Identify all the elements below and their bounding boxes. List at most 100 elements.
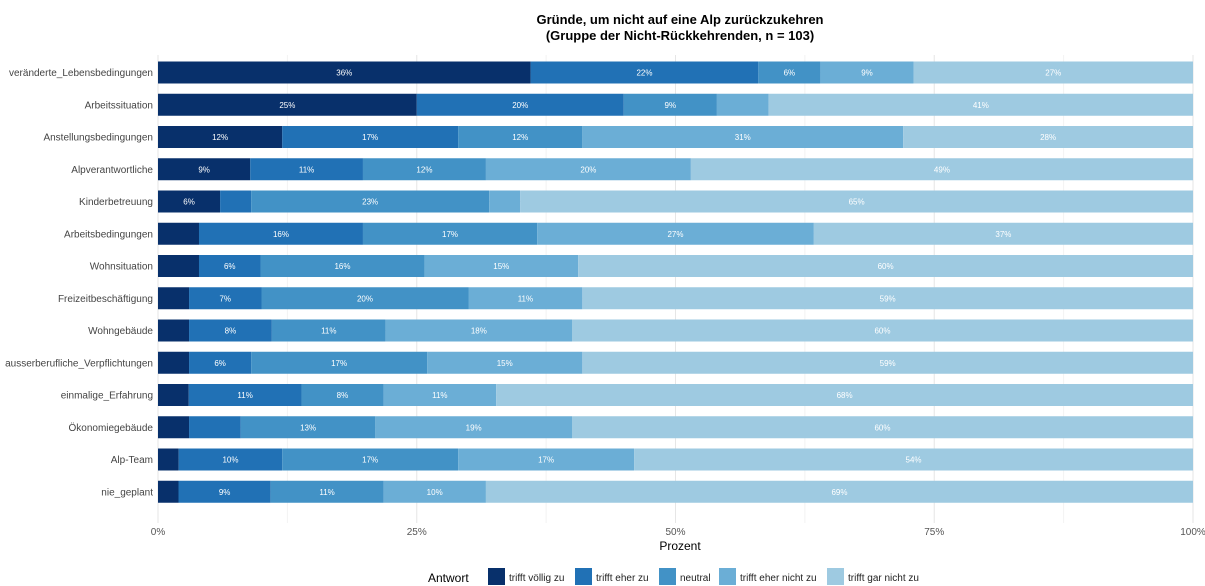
bar-segment — [282, 126, 459, 148]
bar-value-label: 54% — [906, 456, 922, 465]
bar-segment — [158, 287, 190, 310]
bar-value-label: 11% — [319, 488, 334, 497]
bar-value-label: 37% — [995, 230, 1011, 239]
bar-segment — [198, 222, 363, 245]
bar-segment — [623, 93, 717, 116]
category-label: einmalige_Erfahrung — [61, 391, 153, 402]
bar-value-label: 60% — [874, 423, 890, 432]
bar-segment — [537, 222, 814, 245]
category-label: nie_geplant — [101, 487, 153, 498]
bar-value-label: 19% — [466, 423, 482, 432]
bar-value-label: 13% — [300, 423, 316, 432]
bar-value-label: 36% — [336, 69, 352, 78]
bar-segment — [489, 190, 521, 213]
bar-segment — [251, 351, 428, 374]
category-label: veränderte_Lebensbedingungen — [9, 68, 153, 79]
bar-segment — [416, 93, 624, 116]
bar-value-label: 8% — [337, 391, 349, 400]
bar-segment — [158, 416, 190, 439]
bar-segment — [572, 319, 1193, 342]
bar-segment — [261, 287, 469, 310]
x-tick-label: 50% — [665, 527, 685, 538]
bar-value-label: 17% — [362, 456, 378, 465]
bar-segment — [468, 287, 583, 310]
bar-segment — [158, 448, 179, 471]
bar-segment — [158, 480, 179, 503]
bar-segment — [716, 93, 769, 116]
bar-segment — [158, 93, 417, 116]
bar-segment — [158, 222, 199, 245]
bar-value-label: 41% — [973, 101, 989, 110]
bar-segment — [485, 480, 1194, 503]
bar-value-label: 7% — [219, 294, 231, 303]
bar-value-label: 15% — [493, 262, 509, 271]
bar-segment — [496, 384, 1193, 406]
bar-value-label: 6% — [224, 262, 236, 271]
category-label: ausserberufliche_Verpflichtungen — [5, 358, 153, 369]
bar-value-label: 11% — [237, 391, 252, 400]
bar-segment — [458, 448, 635, 471]
bar-segment — [189, 416, 241, 439]
bar-value-label: 15% — [497, 359, 513, 368]
bar-segment — [362, 222, 538, 245]
bar-segment — [158, 319, 190, 342]
bar-value-label: 9% — [861, 69, 873, 78]
bar-value-label: 22% — [636, 69, 652, 78]
bar-segment — [427, 351, 583, 374]
category-label: Arbeitsbedingungen — [64, 229, 153, 240]
legend-key — [659, 568, 676, 585]
chart-title-line1: Gründe, um nicht auf eine Alp zurückzuke… — [536, 12, 823, 27]
bar-value-label: 6% — [214, 359, 226, 368]
bar-value-label: 17% — [331, 359, 347, 368]
bar-value-label: 10% — [222, 456, 238, 465]
bar-segment — [424, 255, 579, 277]
bar-value-label: 49% — [934, 165, 950, 174]
bar-value-label: 16% — [334, 262, 350, 271]
bar-segment — [634, 448, 1193, 471]
x-tick-label: 75% — [924, 527, 944, 538]
bar-segment — [582, 287, 1193, 310]
category-label: Kinderbetreuung — [79, 197, 153, 208]
bar-value-label: 12% — [512, 133, 528, 142]
bar-segment — [158, 61, 531, 84]
bar-value-label: 65% — [849, 198, 865, 207]
category-label: Alpverantwortliche — [71, 165, 153, 176]
legend-label: trifft gar nicht zu — [848, 573, 919, 584]
bar-segment — [158, 126, 283, 148]
bar-segment — [188, 384, 302, 406]
x-tick-label: 25% — [407, 527, 427, 538]
bar-value-label: 6% — [784, 69, 796, 78]
bar-segment — [520, 190, 1193, 213]
bar-value-label: 9% — [198, 165, 210, 174]
bar-segment — [240, 416, 376, 439]
legend-key — [488, 568, 505, 585]
category-label: Arbeitssituation — [85, 100, 153, 111]
bar-value-label: 31% — [735, 133, 751, 142]
bar-value-label: 23% — [362, 198, 378, 207]
bar-segment — [582, 126, 904, 148]
bar-value-label: 9% — [665, 101, 677, 110]
bar-value-label: 11% — [321, 327, 336, 336]
bar-segment — [913, 61, 1193, 84]
x-tick-label: 0% — [151, 527, 166, 538]
chart-title-line2: (Gruppe der Nicht-Rückkehrenden, n = 103… — [546, 28, 814, 43]
bar-segment — [158, 351, 190, 374]
bar-segment — [251, 190, 490, 213]
bar-value-label: 18% — [471, 327, 487, 336]
bar-segment — [198, 255, 261, 277]
bar-segment — [458, 126, 583, 148]
bar-value-label: 11% — [299, 165, 314, 174]
legend-label: trifft eher zu — [596, 573, 649, 584]
bar-value-label: 68% — [837, 391, 853, 400]
bar-segment — [158, 190, 221, 213]
bar-segment — [690, 158, 1193, 181]
legend-key — [719, 568, 736, 585]
x-tick-labels: 0% 25% 50% 75% 100% — [151, 527, 1205, 538]
bar-segment — [250, 158, 363, 181]
category-label: Freizeitbeschäftigung — [58, 294, 153, 305]
legend-label: trifft völlig zu — [509, 573, 564, 584]
bar-segment — [578, 255, 1193, 277]
bar-segment — [178, 480, 271, 503]
bar-value-label: 27% — [667, 230, 683, 239]
